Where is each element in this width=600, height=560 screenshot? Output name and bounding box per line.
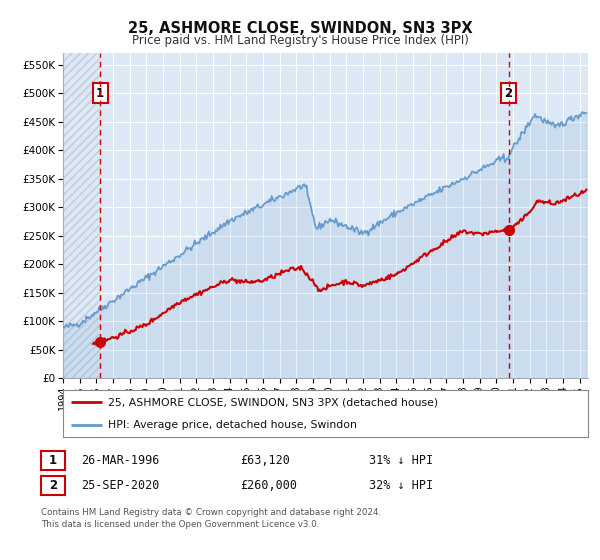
Text: This data is licensed under the Open Government Licence v3.0.: This data is licensed under the Open Gov… [41,520,319,529]
Text: 1: 1 [96,87,104,100]
Text: 32% ↓ HPI: 32% ↓ HPI [369,479,433,492]
Text: 25, ASHMORE CLOSE, SWINDON, SN3 3PX: 25, ASHMORE CLOSE, SWINDON, SN3 3PX [128,21,472,36]
Text: 25, ASHMORE CLOSE, SWINDON, SN3 3PX (detached house): 25, ASHMORE CLOSE, SWINDON, SN3 3PX (det… [107,398,438,408]
Text: 1: 1 [49,454,57,467]
Text: £63,120: £63,120 [240,454,290,467]
Text: 25-SEP-2020: 25-SEP-2020 [81,479,160,492]
Text: 2: 2 [505,87,512,100]
Text: 31% ↓ HPI: 31% ↓ HPI [369,454,433,467]
Text: 2: 2 [49,479,57,492]
Bar [63,53,100,378]
Text: £260,000: £260,000 [240,479,297,492]
Text: Contains HM Land Registry data © Crown copyright and database right 2024.: Contains HM Land Registry data © Crown c… [41,508,381,517]
Text: HPI: Average price, detached house, Swindon: HPI: Average price, detached house, Swin… [107,419,356,430]
Text: Price paid vs. HM Land Registry's House Price Index (HPI): Price paid vs. HM Land Registry's House … [131,34,469,46]
Text: 26-MAR-1996: 26-MAR-1996 [81,454,160,467]
